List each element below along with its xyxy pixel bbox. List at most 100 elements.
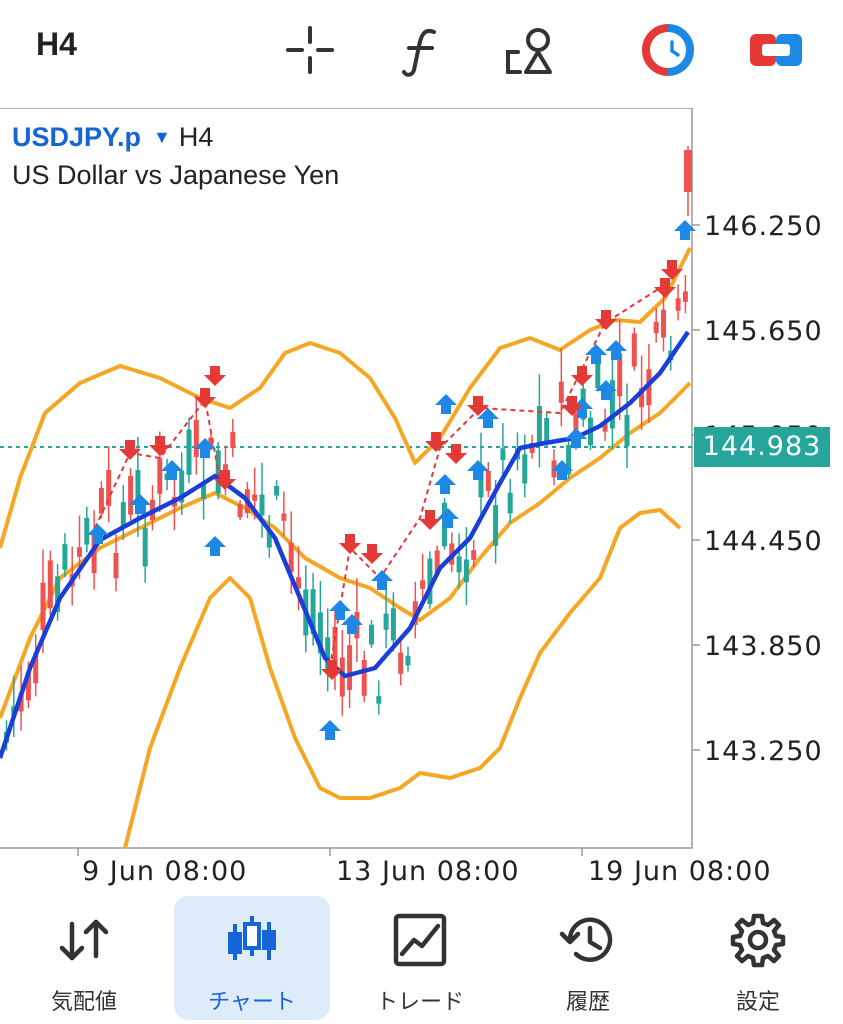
candle [390, 592, 396, 652]
candle-body [434, 550, 440, 574]
candle [215, 441, 221, 500]
nav-trade[interactable]: トレード [342, 896, 498, 1020]
candle-body [456, 556, 462, 573]
candle-body [478, 465, 484, 498]
objects-icon[interactable] [502, 22, 558, 78]
nav-label: トレード [375, 989, 464, 1014]
buy-arrow [571, 398, 593, 418]
candle [485, 462, 491, 498]
symbol-dropdown-icon[interactable]: ▼ [153, 127, 171, 147]
candle [507, 478, 513, 524]
buy-arrow [341, 614, 363, 634]
buy-arrow [477, 408, 499, 428]
candle-body [390, 608, 396, 641]
candle-body [595, 362, 601, 389]
candle-body [463, 559, 469, 583]
candle [62, 533, 68, 578]
axis-ticks [77, 224, 700, 856]
candle-body [471, 550, 477, 560]
timeframe-button[interactable]: H4 [36, 26, 77, 62]
candle [661, 289, 666, 352]
candle-body [529, 443, 535, 453]
candle [653, 308, 659, 343]
price-axis-label: 146.250 [704, 211, 823, 242]
candle [179, 452, 185, 516]
candle [682, 274, 688, 314]
nav-chart[interactable]: チャート [174, 896, 330, 1020]
buy-arrow [437, 508, 459, 528]
indicators-icon[interactable] [394, 22, 450, 78]
candle-body [317, 612, 323, 654]
symbol-name[interactable]: USDJPY.p [12, 122, 142, 152]
candle-body [653, 321, 659, 334]
candles [4, 146, 692, 751]
candle [55, 563, 61, 621]
nav-history[interactable]: 履歴 [510, 896, 666, 1020]
candle [398, 636, 404, 686]
sell-arrow [561, 396, 583, 416]
candle [201, 454, 207, 520]
candle-body [631, 333, 637, 367]
buy-arrow [129, 494, 151, 514]
candle-body [208, 437, 214, 448]
nav-quotes[interactable]: 気配値 [6, 896, 162, 1020]
time-axis-label: 19 Jun 08:00 [588, 856, 772, 887]
candle-body [259, 494, 265, 516]
candle-body [383, 613, 389, 630]
candle-body [142, 527, 148, 567]
candle [266, 514, 272, 558]
oneclick-trading-icon[interactable] [640, 22, 696, 78]
candle-body [500, 448, 506, 461]
candle [427, 551, 433, 610]
candle [376, 680, 382, 715]
candle-body [77, 547, 82, 557]
buy-arrow [161, 460, 183, 480]
signal-arrows [87, 220, 696, 740]
candle [120, 484, 126, 540]
candle [617, 319, 623, 421]
candle-body [157, 457, 163, 494]
candle [675, 284, 681, 321]
chart-mode-icon[interactable] [748, 22, 804, 78]
sell-arrow [595, 310, 617, 330]
buy-arrow [551, 460, 573, 480]
candle-body [25, 672, 31, 701]
candle-body [186, 429, 192, 475]
candle-body [398, 652, 404, 674]
candle-body [179, 470, 185, 503]
crosshair-icon[interactable] [282, 22, 338, 78]
candle-body [493, 505, 499, 546]
sell-arrow [425, 432, 447, 452]
candle-body [252, 494, 258, 501]
candle [369, 620, 374, 648]
sell-arrow [149, 436, 171, 456]
signal-trail [94, 397, 221, 529]
nav-label: 設定 [735, 989, 780, 1014]
buy-arrow [434, 474, 456, 494]
chart-area[interactable]: USDJPY.p ▼ H4 US Dollar vs Japanese Yen 14… [0, 108, 843, 888]
chart-frame [0, 108, 693, 849]
candle-body [405, 655, 411, 666]
lower-band [123, 508, 682, 849]
candle [456, 533, 462, 589]
history-icon [559, 917, 613, 962]
candle-body [573, 413, 579, 441]
candle-body [201, 483, 207, 500]
symbol-header[interactable]: USDJPY.p ▼ H4 [12, 122, 213, 153]
candle-body [332, 626, 338, 676]
buy-arrow [435, 394, 457, 414]
candle [631, 327, 637, 371]
nav-settings[interactable]: 設定 [680, 896, 836, 1020]
candle [317, 580, 323, 676]
candle [566, 439, 572, 479]
candle-body [40, 582, 46, 631]
time-axis-label: 9 Jun 08:00 [82, 856, 248, 887]
candle [383, 587, 389, 649]
buy-arrow [585, 344, 607, 364]
candle-body [128, 475, 134, 515]
sell-arrow [204, 366, 226, 386]
sell-arrow [571, 366, 593, 386]
candle [347, 619, 353, 709]
signal-trail [329, 287, 661, 669]
price-chart[interactable] [0, 108, 843, 888]
